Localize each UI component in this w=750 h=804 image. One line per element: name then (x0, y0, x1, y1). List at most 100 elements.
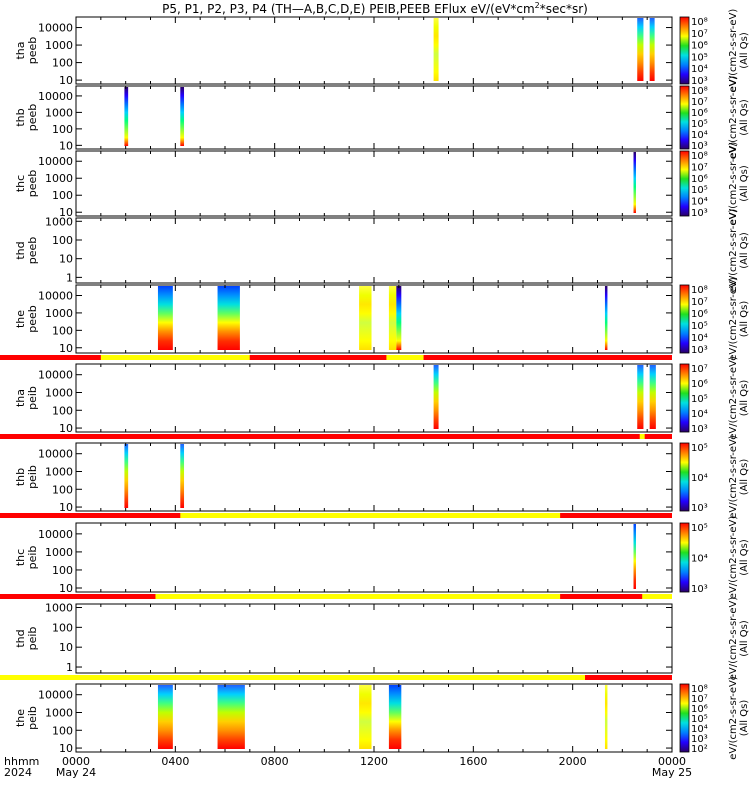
y-tick-label: 10000 (38, 289, 73, 302)
colorbar-tick-label: 10³ (691, 503, 708, 514)
y-tick-label: 10 (59, 501, 73, 514)
colorbar-unit-label: eV/(cm2-s-sr-eV) (728, 142, 739, 226)
colorbar-tick-label: 10⁵ (691, 394, 708, 405)
colorbar-qs-label: (All Qs) (739, 301, 750, 338)
colorbar-tick-label: 10⁷ (691, 97, 708, 108)
time-tick-label: 1200 (360, 755, 388, 768)
panel-product-label: peib (26, 546, 39, 570)
y-tick-label: 10000 (38, 528, 73, 541)
colorbar-unit-label: eV/(cm2-s-sr-eV) (728, 356, 739, 440)
spectrogram-interval (433, 365, 439, 429)
mode-bar-segment (560, 594, 643, 599)
y-tick-label: 100 (52, 621, 73, 634)
y-tick-label: 1000 (45, 386, 73, 399)
mode-bar-background (0, 434, 672, 439)
colorbar-qs-label: (All Qs) (739, 620, 750, 657)
colorbar-tick-label: 10⁸ (691, 151, 708, 162)
colorbar-unit-label: eV/(cm2-s-sr-eV) (728, 597, 739, 681)
panel-thd_peib: 1 10 100 1000 thd peib eV/(cm2-s-sr-eV) (All Qs… (0, 597, 750, 681)
panel-frame (75, 603, 673, 674)
spectrogram-interval (180, 87, 185, 146)
colorbar-tick-label: 10⁴ (691, 64, 708, 75)
colorbar-tick-label: 10⁶ (691, 379, 708, 390)
panel-probe-label: thd (14, 629, 27, 647)
mode-bar-segment (639, 434, 645, 439)
spectrogram-interval (649, 18, 655, 81)
y-tick-label: 100 (52, 564, 73, 577)
colorbar-unit-label: eV/(cm2-s-sr-eV) (728, 76, 739, 160)
start-date-label: May 24 (56, 766, 96, 779)
spectrogram-interval (604, 685, 608, 749)
colorbar-tick-label: 10⁴ (691, 554, 708, 565)
colorbar-tick-label: 10⁷ (691, 694, 708, 705)
colorbar-tick-label: 10⁸ (691, 86, 708, 97)
panel-thc_peib: 10 100 1000 10000 thc peib 10³ 10⁴ 10⁵ eV/(cm2-s-… (0, 516, 750, 599)
mode-bar-segment (642, 594, 672, 599)
colorbar-qs-label: (All Qs) (739, 459, 750, 496)
colorbar-tick-label: 10⁷ (691, 364, 708, 375)
mode-bar-segment (180, 513, 561, 518)
y-tick-label: 1000 (45, 215, 73, 228)
y-tick-label: 10 (59, 742, 73, 755)
panel-product-label: peib (26, 386, 39, 410)
panel-probe-label: tha (14, 389, 27, 407)
y-tick-label: 10 (59, 582, 73, 595)
panel-product-label: peeb (26, 237, 39, 265)
colorbar-unit-label: eV/(cm2-s-sr-eV) (728, 209, 739, 293)
panel-frame (75, 85, 673, 150)
mode-bar-segment (100, 355, 250, 360)
spectrogram-interval (157, 685, 173, 749)
y-tick-label: 10000 (38, 689, 73, 702)
spectrogram-interval (124, 444, 129, 508)
colorbar-tick-label: 10⁵ (691, 443, 708, 454)
panel-the_peib: 10 100 1000 10000 the peib 10²10³10⁴10⁵10⁶10⁷1… (14, 676, 750, 760)
y-tick-label: 10 (59, 422, 73, 435)
colorbar-qs-label: (All Qs) (739, 700, 750, 737)
panel-thd_peeb: 1 10 100 1000 thd peeb eV/(cm2-s-sr-eV) (All Qs… (14, 209, 750, 293)
mode-bar-segment (249, 355, 387, 360)
spectrogram-interval (604, 286, 608, 350)
mode-bar-segment (585, 675, 672, 680)
mode-bar-segment (386, 355, 424, 360)
mode-bar-segment (423, 355, 672, 360)
y-tick-label: 1 (66, 661, 73, 674)
panel-product-label: peeb (26, 37, 39, 65)
time-tick-label: 0800 (261, 755, 289, 768)
spectrogram-interval (359, 685, 372, 749)
colorbar-unit-label: eV/(cm2-s-sr-eV) (728, 676, 739, 760)
panel-product-label: peib (26, 706, 39, 730)
colorbar-scale (679, 284, 690, 354)
spectrogram-interval (217, 286, 240, 350)
spectrogram-interval (633, 152, 636, 213)
colorbar-tick-label: 10⁵ (691, 52, 708, 63)
colorbar-qs-label: (All Qs) (739, 99, 750, 136)
spectrogram-interval (180, 444, 185, 508)
colorbar-qs-label: (All Qs) (739, 232, 750, 269)
panel-probe-label: thb (14, 468, 27, 486)
time-tick-label: 0000 (658, 755, 686, 768)
colorbar-qs-label: (All Qs) (739, 32, 750, 69)
panel-product-label: peib (26, 627, 39, 651)
panel-product-label: peeb (26, 305, 39, 333)
time-axis-year-label: 2024 (4, 766, 32, 779)
colorbar-tick-label: 10⁴ (691, 130, 708, 141)
y-tick-label: 1000 (45, 706, 73, 719)
colorbar-scale (679, 16, 690, 85)
colorbar-tick-label: 10⁴ (691, 333, 708, 344)
panel-frame (75, 16, 673, 85)
colorbar-tick-label: 10⁷ (691, 297, 708, 308)
colorbar-tick-label: 10⁴ (691, 409, 708, 420)
colorbar-tick-label: 10⁵ (691, 185, 708, 196)
colorbar-tick-label: 10³ (691, 208, 708, 219)
panel-product-label: peeb (26, 170, 39, 198)
colorbar-scale (679, 683, 690, 753)
panel-product-label: peib (26, 465, 39, 489)
mode-bar-segment (0, 513, 181, 518)
y-tick-label: 10 (59, 253, 73, 266)
